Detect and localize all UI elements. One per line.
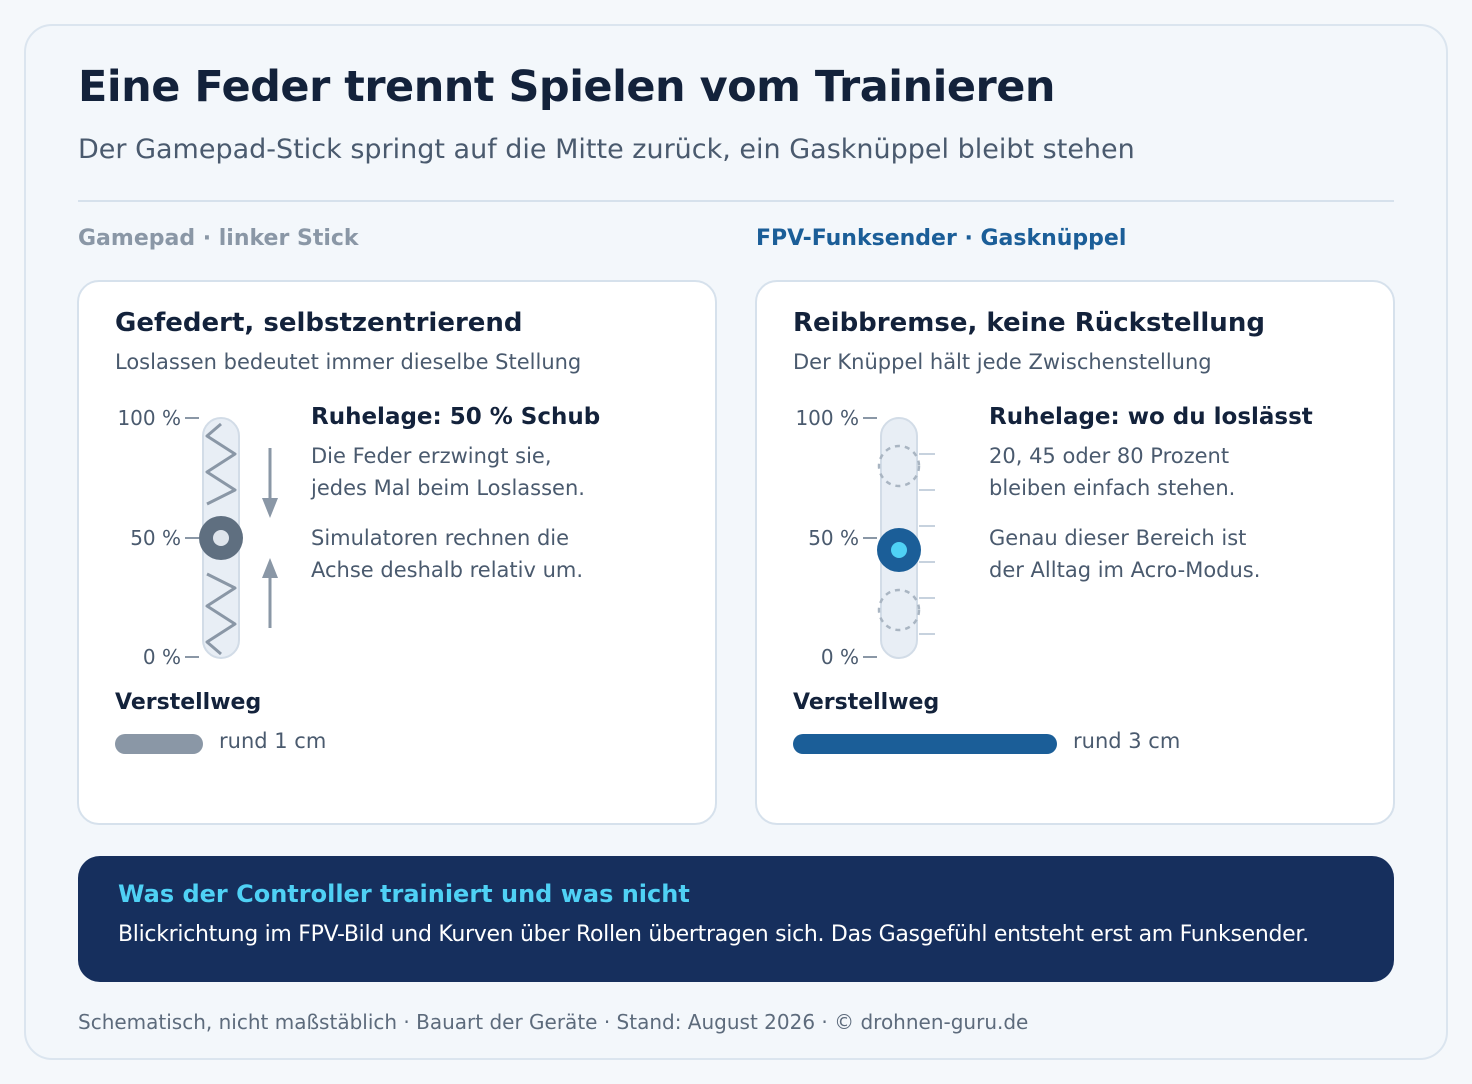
travel-bar	[115, 734, 203, 754]
info-text-2b: der Alltag im Acro-Modus.	[989, 554, 1260, 586]
column-label-fpv: FPV-Funksender · Gasknüppel	[756, 226, 1126, 251]
info-heading: Ruhelage: wo du loslässt	[989, 404, 1313, 430]
arrow-up-head	[262, 558, 278, 578]
footer-note: Schematisch, nicht maßstäblich · Bauart …	[78, 1010, 1028, 1034]
travel-heading: Verstellweg	[793, 690, 939, 715]
info-text-2b: Achse deshalb relativ um.	[311, 554, 583, 586]
divider	[78, 200, 1394, 202]
travel-value: rund 3 cm	[1073, 729, 1180, 753]
stick-knob-center	[213, 530, 229, 546]
info-text-1b: jedes Mal beim Loslassen.	[311, 472, 585, 504]
gamepad-panel: Gefedert, selbstzentrierend Loslassen be…	[77, 280, 717, 825]
info-text-1a: 20, 45 oder 80 Prozent	[989, 440, 1229, 472]
column-label-gamepad: Gamepad · linker Stick	[78, 226, 359, 251]
fpv-panel: Reibbremse, keine Rückstellung Der Knüpp…	[755, 280, 1395, 825]
travel-value: rund 1 cm	[219, 729, 326, 753]
banner-text: Blickrichtung im FPV-Bild und Kurven übe…	[118, 922, 1309, 947]
info-text-2a: Simulatoren rechnen die	[311, 522, 569, 554]
summary-banner: Was der Controller trainiert und was nic…	[78, 856, 1394, 982]
arrow-down-head	[262, 498, 278, 518]
info-text-1a: Die Feder erzwingt sie,	[311, 440, 552, 472]
page-subtitle: Der Gamepad-Stick springt auf die Mitte …	[78, 134, 1135, 165]
info-text-2a: Genau dieser Bereich ist	[989, 522, 1246, 554]
banner-heading: Was der Controller trainiert und was nic…	[118, 880, 690, 908]
travel-bar	[793, 734, 1057, 754]
info-heading: Ruhelage: 50 % Schub	[311, 404, 600, 430]
info-text-1b: bleiben einfach stehen.	[989, 472, 1235, 504]
throttle-knob-center	[891, 542, 907, 558]
page-title: Eine Feder trennt Spielen vom Trainieren	[78, 62, 1055, 112]
travel-heading: Verstellweg	[115, 690, 261, 715]
